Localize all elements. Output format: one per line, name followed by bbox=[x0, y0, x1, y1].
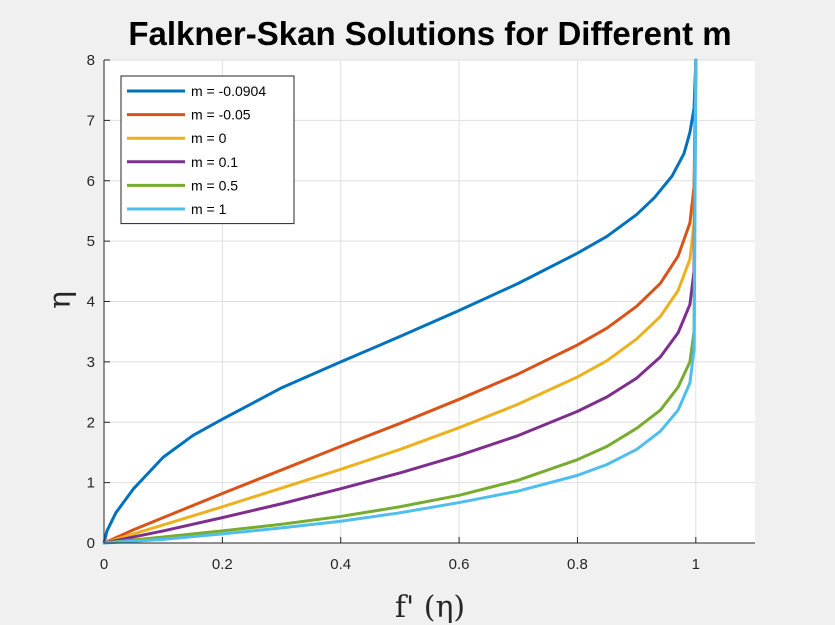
x-axis-ticks: 0 0.2 0.4 0.6 0.8 1 bbox=[100, 537, 700, 573]
x-tick-label: 0.6 bbox=[449, 556, 470, 573]
legend-box bbox=[120, 75, 295, 225]
chart-title: Falkner-Skan Solutions for Different m bbox=[128, 15, 731, 52]
legend-label-5: m = 1 bbox=[191, 201, 227, 217]
series-line-4 bbox=[102, 58, 698, 545]
legend-label-4: m = 0.5 bbox=[191, 177, 238, 193]
series-line-0 bbox=[102, 58, 698, 545]
legend-label-2: m = 0 bbox=[191, 130, 227, 146]
plot-curves bbox=[102, 58, 698, 545]
y-tick-label: 7 bbox=[87, 112, 95, 129]
y-tick-label: 1 bbox=[87, 475, 95, 492]
y-tick-label: 4 bbox=[87, 294, 95, 311]
x-tick-label: 0.4 bbox=[330, 556, 351, 573]
y-tick-label: 5 bbox=[87, 233, 95, 250]
y-tick-label: 6 bbox=[87, 173, 95, 190]
legend: m = -0.0904 m = -0.05 m = 0 m = 0.1 m = 0.5 m… bbox=[120, 75, 295, 225]
x-tick-label: 0 bbox=[100, 556, 108, 573]
y-tick-label: 3 bbox=[87, 354, 95, 371]
y-tick-label: 2 bbox=[87, 414, 95, 431]
series-line-5 bbox=[102, 58, 698, 545]
x-tick-label: 0.2 bbox=[212, 556, 233, 573]
x-tick-label: 1 bbox=[692, 556, 700, 573]
x-tick-label: 0.8 bbox=[567, 556, 588, 573]
series-line-3 bbox=[102, 58, 698, 545]
legend-label-1: m = -0.05 bbox=[191, 107, 251, 123]
y-axis-ticks: 0 1 2 3 4 5 6 7 8 bbox=[87, 52, 110, 552]
legend-label-3: m = 0.1 bbox=[191, 154, 238, 170]
y-axis-label: η bbox=[43, 291, 78, 309]
y-tick-label: 0 bbox=[87, 535, 95, 552]
x-axis-label: f' (η) bbox=[395, 590, 465, 625]
series-line-2 bbox=[102, 58, 698, 545]
y-tick-label: 8 bbox=[87, 52, 95, 69]
legend-label-0: m = -0.0904 bbox=[191, 83, 266, 99]
series-line-1 bbox=[102, 58, 698, 545]
